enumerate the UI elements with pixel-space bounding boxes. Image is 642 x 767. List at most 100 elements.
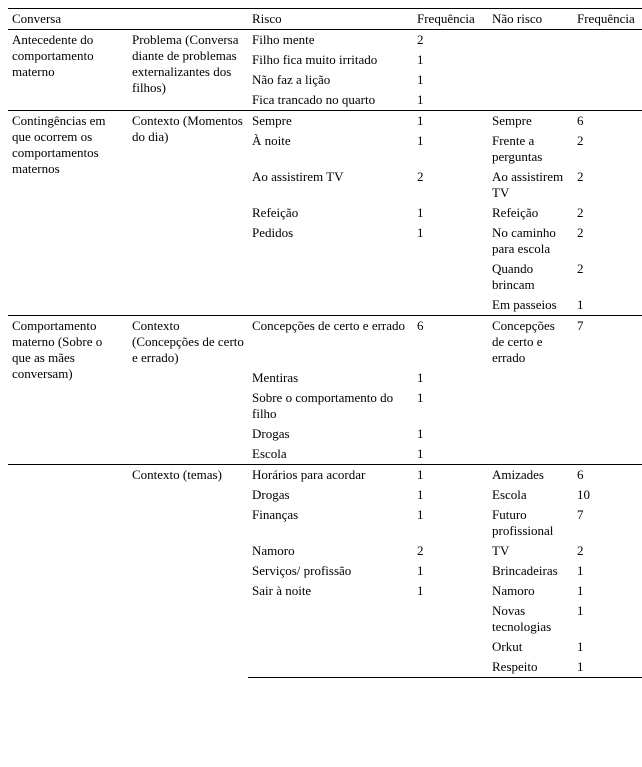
cell: Frente a perguntas (488, 131, 573, 167)
cell: Pedidos (248, 223, 413, 259)
cell (413, 657, 488, 678)
cell: Refeição (488, 203, 573, 223)
cell-col2: Contexto (Concepções de certo e errado) (128, 316, 248, 465)
cell: 10 (573, 485, 642, 505)
cell-col1: Comportamento materno (Sobre o que as mã… (8, 316, 128, 465)
cell (488, 424, 573, 444)
cell: 1 (413, 581, 488, 601)
cell: 1 (413, 561, 488, 581)
cell (488, 90, 573, 111)
cell (573, 424, 642, 444)
cell: Serviços/ profissão (248, 561, 413, 581)
cell: 1 (413, 70, 488, 90)
cell: Drogas (248, 424, 413, 444)
cell-col1: Antecedente do comportamento materno (8, 30, 128, 111)
cell: 1 (413, 131, 488, 167)
cell: 1 (573, 561, 642, 581)
cell-col1 (8, 465, 128, 678)
cell: Orkut (488, 637, 573, 657)
cell: 1 (573, 295, 642, 316)
cell (488, 388, 573, 424)
cell: Filho mente (248, 30, 413, 51)
cell: Sempre (488, 111, 573, 132)
cell: Sair à noite (248, 581, 413, 601)
cell: 2 (573, 541, 642, 561)
main-table: Conversa Risco Frequência Não risco Freq… (8, 8, 642, 678)
table-row: Comportamento materno (Sobre o que as mã… (8, 316, 642, 369)
cell (248, 295, 413, 316)
cell (248, 259, 413, 295)
cell: 2 (413, 30, 488, 51)
cell: 1 (413, 50, 488, 70)
cell: 1 (413, 485, 488, 505)
cell: 1 (573, 581, 642, 601)
cell: 1 (413, 388, 488, 424)
cell: Fica trancado no quarto (248, 90, 413, 111)
cell: Em passeios (488, 295, 573, 316)
cell (413, 295, 488, 316)
cell: 1 (573, 601, 642, 637)
cell: TV (488, 541, 573, 561)
cell-col1: Contingências em que ocorrem os comporta… (8, 111, 128, 316)
cell: Quando brincam (488, 259, 573, 295)
header-row: Conversa Risco Frequência Não risco Freq… (8, 9, 642, 30)
cell (413, 601, 488, 637)
cell: Futuro profissional (488, 505, 573, 541)
cell: Brincadeiras (488, 561, 573, 581)
header-risco: Risco (248, 9, 413, 30)
cell (488, 50, 573, 70)
cell: Não faz a lição (248, 70, 413, 90)
cell: Sobre o comportamento do filho (248, 388, 413, 424)
cell (573, 50, 642, 70)
cell (413, 637, 488, 657)
cell: 1 (413, 465, 488, 486)
cell: 2 (573, 203, 642, 223)
cell: No caminho para escola (488, 223, 573, 259)
cell: Namoro (488, 581, 573, 601)
cell: Escola (488, 485, 573, 505)
cell (488, 368, 573, 388)
cell: Escola (248, 444, 413, 465)
cell: 1 (573, 657, 642, 678)
cell: À noite (248, 131, 413, 167)
cell: Concepções de certo e errado (248, 316, 413, 369)
cell: Horários para acordar (248, 465, 413, 486)
cell: 6 (573, 111, 642, 132)
cell: 2 (573, 223, 642, 259)
cell: 1 (573, 637, 642, 657)
cell: 2 (573, 131, 642, 167)
cell: Refeição (248, 203, 413, 223)
cell: 1 (413, 368, 488, 388)
cell: Ao assistirem TV (488, 167, 573, 203)
cell (573, 444, 642, 465)
cell: Ao assistirem TV (248, 167, 413, 203)
cell (573, 70, 642, 90)
cell (248, 601, 413, 637)
table-row: Antecedente do comportamento maternoProb… (8, 30, 642, 51)
cell: Concepções de certo e errado (488, 316, 573, 369)
cell: 6 (413, 316, 488, 369)
cell: 1 (413, 111, 488, 132)
cell: 6 (573, 465, 642, 486)
cell: 1 (413, 424, 488, 444)
cell (413, 259, 488, 295)
cell-col2: Problema (Conversa diante de problemas e… (128, 30, 248, 111)
cell: 2 (573, 259, 642, 295)
cell (573, 90, 642, 111)
cell: 1 (413, 444, 488, 465)
cell: 2 (573, 167, 642, 203)
cell: 1 (413, 223, 488, 259)
cell (573, 388, 642, 424)
cell (488, 444, 573, 465)
table-row: Contingências em que ocorrem os comporta… (8, 111, 642, 132)
cell: 1 (413, 90, 488, 111)
cell: Namoro (248, 541, 413, 561)
cell (248, 637, 413, 657)
table-row: Contexto (temas)Horários para acordar1Am… (8, 465, 642, 486)
cell (573, 368, 642, 388)
header-freq1: Frequência (413, 9, 488, 30)
header-freq2: Frequência (573, 9, 642, 30)
header-blank (128, 9, 248, 30)
cell: 2 (413, 167, 488, 203)
cell: Drogas (248, 485, 413, 505)
